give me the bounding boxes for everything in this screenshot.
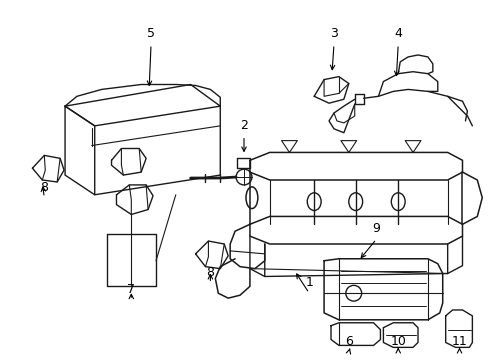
- Text: 8: 8: [40, 181, 48, 194]
- Text: 8: 8: [206, 266, 214, 279]
- Text: 4: 4: [393, 27, 401, 40]
- Text: 10: 10: [389, 336, 406, 348]
- Text: 11: 11: [451, 336, 467, 348]
- Text: 5: 5: [147, 27, 155, 40]
- Text: 7: 7: [127, 283, 135, 296]
- Text: 6: 6: [344, 336, 352, 348]
- Text: 3: 3: [329, 27, 337, 40]
- Text: 9: 9: [372, 222, 380, 235]
- Text: 1: 1: [305, 276, 312, 289]
- Text: 2: 2: [240, 119, 247, 132]
